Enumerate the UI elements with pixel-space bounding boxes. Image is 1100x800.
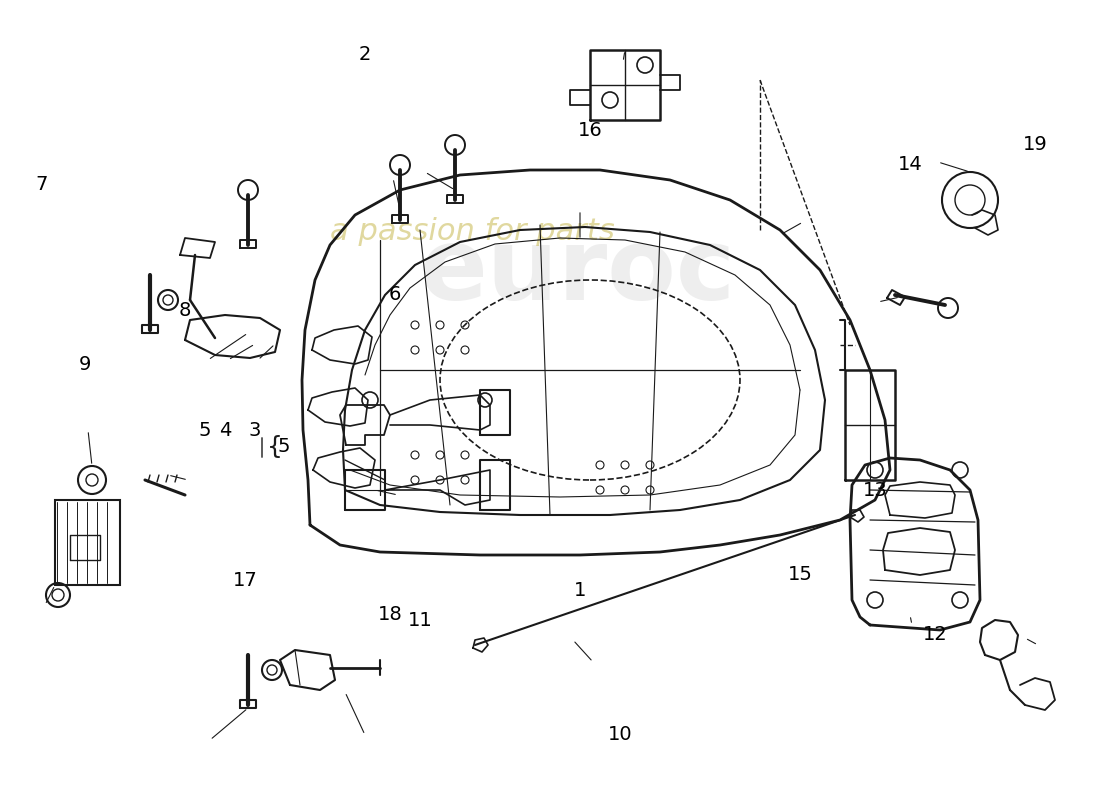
Text: 9: 9 [79,355,91,374]
Text: euroc: euroc [420,224,736,321]
Text: 8: 8 [179,301,191,319]
Text: 12: 12 [923,626,947,645]
Text: 5: 5 [199,421,211,439]
Text: 3: 3 [249,421,261,439]
Text: 5: 5 [277,438,290,457]
Text: 4: 4 [219,421,231,439]
Text: 6: 6 [388,286,401,305]
Text: 2: 2 [359,46,371,65]
Text: {: { [267,435,283,459]
Text: 15: 15 [788,566,813,585]
Text: 10: 10 [607,726,632,745]
Bar [55,500,120,585]
Text: 7: 7 [36,175,48,194]
Text: 11: 11 [408,610,432,630]
Text: 14: 14 [898,155,923,174]
Text: 17: 17 [232,570,257,590]
Text: 18: 18 [377,606,403,625]
Text: a passion for parts: a passion for parts [330,217,615,246]
Text: 19: 19 [1023,135,1047,154]
Text: 1: 1 [574,581,586,599]
Text: 16: 16 [578,121,603,139]
Text: 13: 13 [862,481,888,499]
